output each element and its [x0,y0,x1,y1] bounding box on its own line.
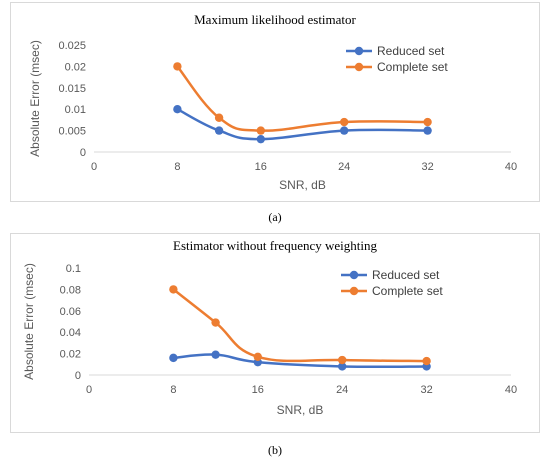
data-point [338,355,347,365]
data-point [423,126,432,135]
x-tick-label: 32 [420,384,432,396]
data-point [422,356,431,366]
data-point [338,362,347,371]
data-point [340,126,349,135]
y-tick-label: 0.005 [58,126,86,138]
y-tick-label: 0.015 [58,83,86,95]
series-line [172,288,428,363]
data-point [169,285,178,294]
y-tick-label: 0.1 [66,263,81,275]
data-point [253,352,262,362]
x-tick-label: 0 [86,384,92,396]
legend-marker [354,62,364,72]
legend-label: Complete set [377,60,448,74]
legend-label: Reduced set [377,44,445,58]
y-tick-label: 0.01 [65,104,86,116]
x-tick-label: 0 [91,161,97,173]
x-axis-label: SNR, dB [277,403,324,417]
data-point [211,350,220,359]
chart-title: Estimator without frequency weighting [173,238,377,253]
chart-a-svg: 0 0.005 0.01 0.015 0.02 0.025 0 8 16 24 32 40 SNR, d… [28,40,517,192]
chart-panel-a: Maximum likelihood estimator 0 0.005 0.01 0… [10,2,540,202]
x-tick-label: 40 [505,384,517,396]
x-tick-label: 24 [338,161,350,173]
y-tick-label: 0.06 [60,306,81,318]
data-point [173,105,182,114]
caption-b: (b) [268,443,282,457]
series-line [176,107,429,141]
data-point [256,126,265,135]
x-tick-label: 24 [336,384,348,396]
data-point [214,113,224,122]
y-axis-label: Absolute Error (msec) [28,40,42,157]
chart-b-svg: 0 0.02 0.04 0.06 0.08 0.1 0 8 16 24 32 40 SNR, dB Abs… [22,263,517,417]
legend-marker [354,46,364,56]
x-tick-label: 16 [255,161,267,173]
data-point [214,126,224,135]
legend-marker [349,286,359,296]
data-point [423,117,432,127]
x-tick-label: 16 [252,384,264,396]
y-tick-label: 0 [75,370,81,382]
y-tick-label: 0.04 [60,327,81,339]
series-line [172,353,428,369]
legend-label: Complete set [372,284,443,298]
y-tick-label: 0.025 [58,40,86,52]
x-tick-label: 8 [170,384,176,396]
x-axis-label: SNR, dB [279,178,326,192]
y-tick-label: 0.02 [60,349,81,361]
y-tick-label: 0 [80,147,86,159]
data-point [211,318,220,327]
legend-marker [349,270,359,280]
chart-title: Maximum likelihood estimator [194,12,356,27]
data-point [173,62,182,71]
series-line [176,65,429,132]
data-point [169,353,178,363]
data-point [340,117,349,127]
data-point [256,134,265,144]
x-tick-label: 32 [421,161,433,173]
caption-a: (a) [268,210,282,224]
y-axis-label: Absolute Error (msec) [22,263,36,380]
x-tick-label: 8 [174,161,180,173]
y-tick-label: 0.02 [65,61,86,73]
y-tick-label: 0.08 [60,284,81,296]
x-tick-label: 40 [505,161,517,173]
legend-label: Reduced set [372,268,440,282]
